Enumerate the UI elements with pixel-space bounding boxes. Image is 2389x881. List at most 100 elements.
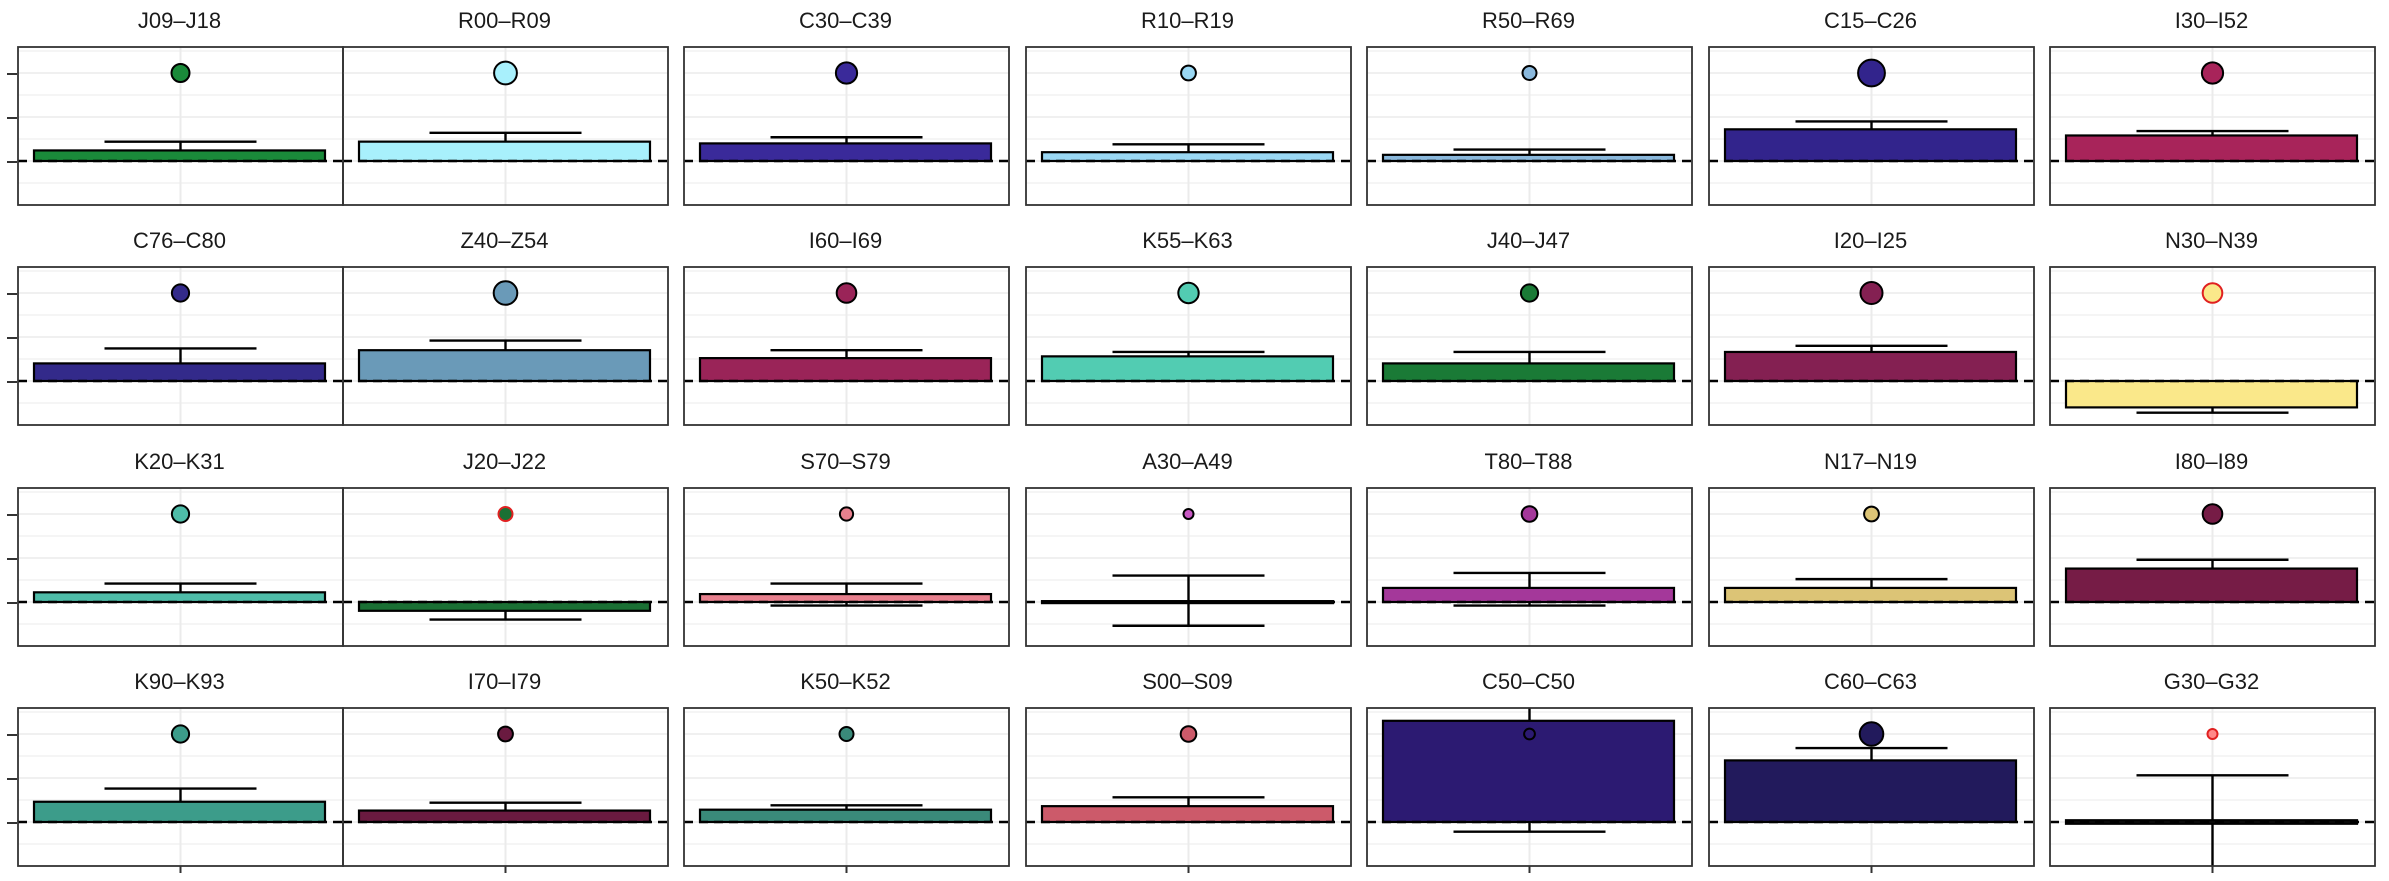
plot-area [18,47,343,205]
facet-panel: I60–I69 [683,220,1024,440]
facet-panel: R10–R19 [1025,0,1366,220]
facet-panel: J40–J47 [1366,220,1707,440]
panel-border [1025,266,1352,426]
plot-area [18,488,343,646]
facet-plot [1366,487,1693,647]
box [2064,134,2359,163]
facet-title: J09–J18 [137,8,222,33]
data-point [2200,61,2225,85]
y-tick [7,778,17,780]
facet-panel: I30–I52 [2049,0,2389,220]
box [698,142,993,163]
box [1040,805,1335,824]
facet-title: C30–C39 [799,8,892,33]
facet-panel: K20–K31 [0,441,344,661]
box [1723,586,2018,604]
plot-area [18,267,343,425]
box [1381,153,1676,163]
plot-area [2050,47,2375,205]
plot-area [1367,488,1692,646]
panel-border [342,487,669,647]
data-point [2206,728,2219,740]
box [1381,362,1676,383]
facet-panel: I70–I79 [342,661,683,881]
facet-title: Z40–Z54 [460,228,549,253]
panel-border [342,266,669,426]
facet-plot [1708,707,2035,873]
facet-title: I70–I79 [467,669,542,694]
facet-panel: S00–S09 [1025,661,1366,881]
facet-panel: J09–J18 [0,0,344,220]
y-tick [7,734,17,736]
box [32,800,327,824]
data-point [1523,727,1536,741]
data-point [835,282,858,304]
plot-area [684,708,1009,866]
data-point [492,280,519,306]
plot-area [343,488,668,646]
box [357,600,652,612]
facet-title: C60–C63 [1824,669,1917,694]
facet-title: G30–G32 [2163,669,2260,694]
facet-title: R50–R69 [1482,8,1575,33]
facet-title: R10–R19 [1141,8,1234,33]
box [698,592,993,604]
facet-title: S00–S09 [1142,669,1233,694]
facet-title: S70–S79 [800,449,891,474]
panel-border [683,487,1010,647]
data-point [2201,282,2224,304]
panel-border [1366,46,1693,206]
data-point [1180,64,1197,82]
y-tick [7,73,17,75]
plot-area [343,47,668,205]
data-point [834,61,859,85]
box [2064,567,2359,604]
facet-plot [1708,266,2035,426]
box [357,349,652,383]
facet-plot [1366,266,1693,426]
plot-area [1367,267,1692,425]
data-point [497,725,514,743]
facet-panel: I80–I89 [2049,441,2389,661]
box [698,357,993,383]
plot-area [2050,708,2375,866]
plot-area [684,267,1009,425]
facet-title: K20–K31 [134,449,225,474]
plot-area [343,267,668,425]
plot-area [1026,267,1351,425]
facet-plot [2049,487,2376,647]
facet-plot [1025,707,1352,873]
facet-title: J20–J22 [462,449,547,474]
facet-panel: C60–C63 [1708,661,2049,881]
data-point [2201,503,2224,525]
panel-border [2049,46,2376,206]
facet-title: I30–I52 [2174,8,2249,33]
panel-border [1025,487,1352,647]
data-point [1859,281,1884,305]
data-point [170,504,191,524]
panel-border [1366,266,1693,426]
panel-border [1708,487,2035,647]
facet-panel: J20–J22 [342,441,683,661]
facet-title: I20–I25 [1833,228,1908,253]
box [1723,350,2018,383]
facet-title: I60–I69 [808,228,883,253]
facet-title: K50–K52 [800,669,891,694]
y-tick [7,293,17,295]
data-point [1519,283,1540,303]
y-tick [7,381,17,383]
facet-plot [2049,266,2376,426]
box [1723,759,2018,824]
facet-plot [17,487,344,647]
panel-border [683,266,1010,426]
facet-plot [1366,46,1693,206]
y-tick [7,337,17,339]
facet-plot [17,707,344,873]
plot-area [1709,47,2034,205]
facet-title: A30–A49 [1142,449,1233,474]
facet-title: N30–N39 [2165,228,2258,253]
facet-panel: Z40–Z54 [342,220,683,440]
facet-panel: C76–C80 [0,220,344,440]
facet-plot [1025,487,1352,647]
panel-border [683,46,1010,206]
